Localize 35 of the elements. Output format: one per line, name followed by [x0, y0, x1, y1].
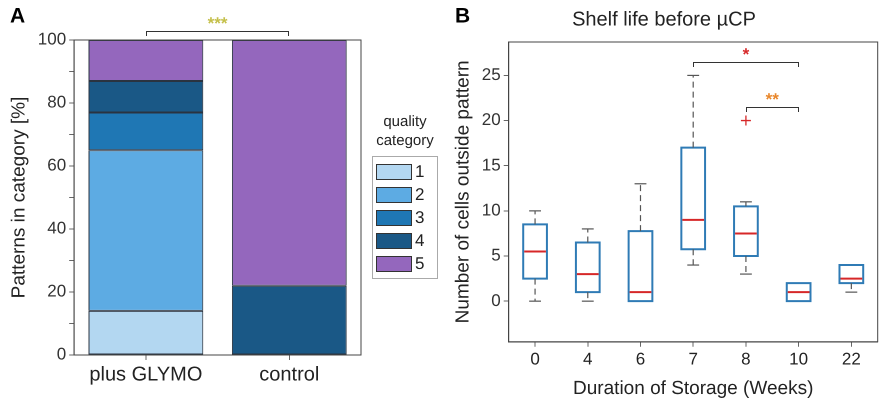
x-tick-label: control — [259, 364, 320, 386]
x-tick-label: plus GLYMO — [89, 364, 202, 386]
legend-label: 2 — [415, 185, 424, 204]
y-tick-label: 60 — [47, 156, 66, 175]
x-tick-label: 22 — [842, 350, 861, 369]
y-axis-title: Patterns in category [%] — [8, 96, 30, 298]
legend-title: quality category — [375, 112, 435, 150]
x-tick-label: 0 — [530, 350, 540, 369]
y-tick-label: 20 — [47, 282, 66, 301]
y-tick-label: 5 — [491, 246, 501, 265]
chart-title: Shelf life before µCP — [572, 8, 756, 31]
legend-label: 1 — [415, 162, 424, 181]
annotation: * — [742, 45, 750, 64]
text: *** — [208, 14, 228, 34]
annotation: ** — [766, 90, 780, 110]
y-tick-label: 10 — [482, 200, 501, 220]
y-tick-label: 20 — [482, 110, 501, 130]
x-tick-label: 8 — [741, 350, 751, 369]
x-tick-label: 7 — [688, 350, 698, 369]
legend-label: 4 — [415, 231, 424, 250]
y-tick-label: 100 — [38, 30, 66, 49]
text: B — [455, 4, 470, 28]
y-tick-label: 40 — [47, 218, 66, 238]
x-tick-label: 6 — [636, 350, 646, 369]
x-tick-label: 10 — [789, 350, 808, 369]
x-axis-title: Duration of Storage (Weeks) — [572, 378, 814, 399]
y-tick-label: 15 — [482, 155, 501, 174]
legend-label: 5 — [415, 254, 424, 273]
y-axis-title: Number of cells outside pattern — [452, 60, 474, 324]
y-tick-label: 25 — [482, 65, 501, 84]
x-tick-label: 4 — [583, 350, 593, 369]
y-tick-label: 0 — [491, 290, 501, 310]
legend-label: 3 — [415, 208, 424, 227]
y-tick-label: 80 — [47, 92, 66, 112]
text: A — [10, 4, 26, 28]
